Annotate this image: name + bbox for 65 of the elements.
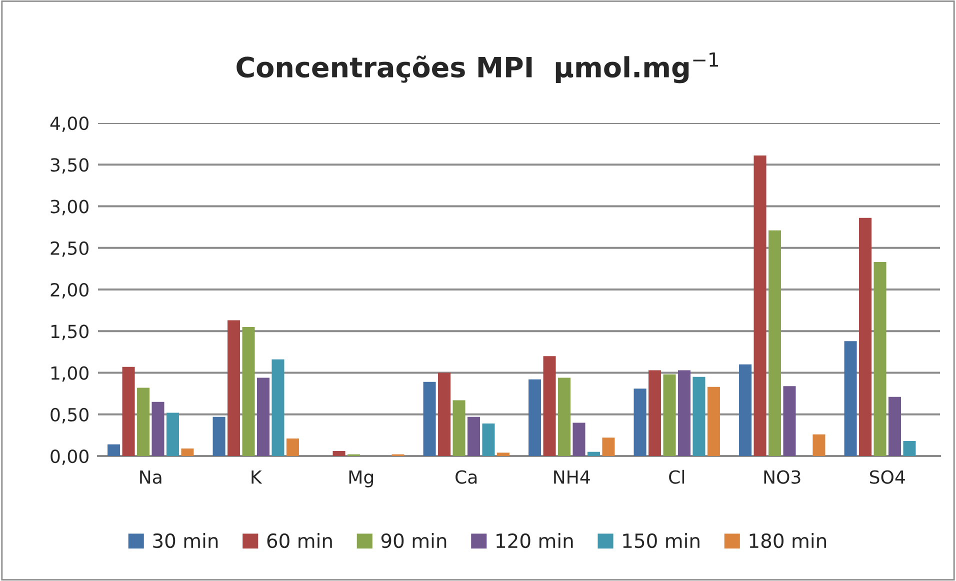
bar: [496, 452, 510, 456]
bar: [438, 372, 451, 456]
bar: [572, 422, 586, 456]
bar: [692, 376, 706, 456]
bar: [122, 366, 135, 456]
y-tick-label: 1,50: [51, 324, 88, 340]
bar: [332, 451, 346, 456]
bar: [543, 356, 556, 456]
bar: [528, 379, 542, 456]
bar: [844, 341, 857, 456]
bar: [242, 326, 255, 456]
bar: [783, 386, 796, 456]
x-tick-label: NH4: [554, 470, 590, 484]
bar: [812, 434, 826, 456]
y-tick-label: 1,00: [51, 366, 88, 382]
bar: [602, 438, 615, 456]
bar: [707, 386, 720, 456]
bar: [181, 448, 194, 456]
bar: [467, 416, 480, 456]
bar: [874, 262, 886, 456]
bar: [286, 438, 299, 456]
y-tick-label: 0,50: [50, 408, 88, 424]
bar: [754, 155, 766, 456]
x-tick-label: Cl: [669, 470, 684, 484]
y-tick-label: 2,50: [50, 241, 88, 257]
bar: [859, 218, 872, 456]
y-tick-label: 2,00: [50, 282, 88, 298]
bar: [888, 396, 902, 456]
y-tick-label: 4,00: [50, 116, 88, 132]
bar: [558, 378, 571, 456]
bar: [482, 424, 495, 456]
bar: [903, 441, 916, 456]
bar: [108, 444, 120, 456]
bar: [256, 378, 270, 456]
x-tick-label: Ca: [456, 470, 477, 484]
bar: [768, 230, 782, 456]
chart-title: Concentrações MPI μmol.mg$^{−1}$: [236, 52, 718, 84]
bar: [423, 382, 436, 456]
x-tick-label: K: [252, 470, 262, 484]
legend-label: 120 min: [496, 533, 573, 548]
bar: [634, 388, 646, 456]
y-tick-label: 3,50: [50, 158, 88, 174]
x-tick-label: SO4: [870, 470, 905, 484]
legend-label: 60 min: [267, 533, 332, 548]
bar: [739, 364, 752, 456]
x-tick-label: Mg: [349, 470, 374, 488]
bar: [663, 374, 676, 456]
legend-label: 30 min: [153, 533, 218, 548]
y-tick-label: 3,00: [50, 200, 88, 216]
bar: [136, 388, 150, 456]
bar: [212, 416, 226, 456]
bar: [587, 452, 600, 456]
x-tick-label: NO3: [764, 470, 800, 484]
legend-label: 150 min: [623, 533, 700, 548]
bar: [152, 402, 164, 456]
y-tick-label: 0,00: [50, 449, 88, 465]
bar: [228, 320, 240, 456]
bar: [166, 412, 179, 456]
bar: [272, 359, 284, 456]
bar: [678, 370, 691, 456]
legend-label: 180 min: [750, 533, 826, 548]
legend-label: 90 min: [381, 533, 446, 548]
x-tick-label: Na: [140, 470, 162, 484]
bar: [452, 400, 466, 456]
bar: [648, 370, 662, 456]
